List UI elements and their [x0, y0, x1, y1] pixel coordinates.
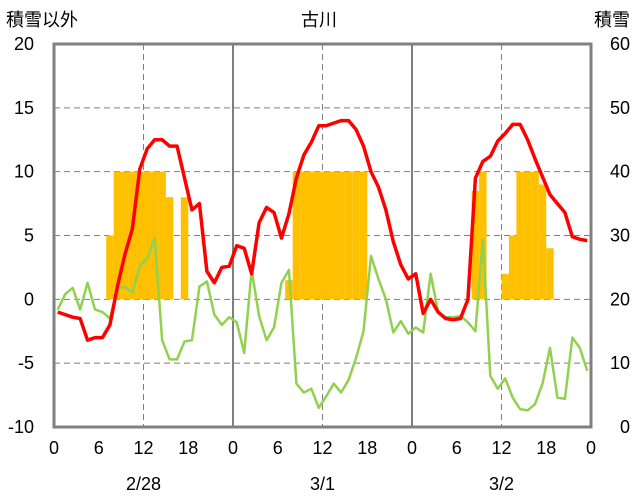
x-tick-label: 18 — [178, 438, 198, 458]
snow-depth-bar — [300, 171, 308, 300]
snow-depth-bar — [352, 171, 360, 300]
x-tick-label: 18 — [536, 438, 556, 458]
snow-depth-bar — [158, 171, 166, 300]
x-tick-label: 12 — [312, 438, 332, 458]
x-tick-label: 0 — [49, 438, 59, 458]
snow-depth-bar — [322, 171, 330, 300]
green-series-line — [56, 236, 589, 412]
snow-depth-bar — [285, 280, 293, 300]
snow-depth-bar — [516, 171, 524, 300]
snow-depth-bar — [359, 171, 368, 300]
y-right-tick-label: 60 — [610, 34, 630, 54]
snow-depth-bar — [180, 197, 189, 300]
y-right-tick-label: 20 — [610, 289, 630, 309]
snow-depth-bar — [501, 273, 509, 300]
y-right-tick-label: 10 — [610, 353, 630, 373]
snow-depth-bar — [531, 171, 539, 300]
y-left-tick-label: 0 — [24, 289, 34, 309]
plot-frame — [52, 42, 593, 429]
snow-depth-bar — [136, 171, 144, 300]
y-left-tick-label: 15 — [14, 98, 34, 118]
snow-depth-bar — [143, 171, 151, 300]
x-tick-label: 0 — [407, 438, 417, 458]
y-left-tick-label: 20 — [14, 34, 34, 54]
x-tick-label: 0 — [228, 438, 238, 458]
x-tick-label: 6 — [94, 438, 104, 458]
x-tick-label: 12 — [491, 438, 511, 458]
snow-depth-bar — [479, 171, 487, 300]
y-left-label: 積雪以外 — [6, 10, 78, 31]
snow-depth-bar — [106, 235, 114, 300]
y-right-label: 積雪 — [594, 10, 630, 31]
x-tick-label: 6 — [452, 438, 462, 458]
snow-depth-bar — [307, 171, 316, 300]
snow-depth-bar — [344, 171, 353, 300]
snow-depth-bar — [329, 171, 338, 300]
snow-depth-bar — [150, 171, 159, 300]
day-label: 3/2 — [489, 474, 514, 494]
y-left-tick-label: -10 — [8, 417, 34, 437]
temperature-line — [57, 118, 588, 342]
snow-depth-bar — [523, 171, 532, 300]
x-tick-label: 6 — [273, 438, 283, 458]
day-label: 3/1 — [310, 474, 335, 494]
snow-depth-bar — [128, 171, 137, 300]
chart-title: 古川 — [301, 10, 337, 31]
snow-depth-bar — [315, 171, 323, 300]
y-right-tick-label: 50 — [610, 98, 630, 118]
y-right-tick-label: 0 — [620, 417, 630, 437]
x-tick-label: 18 — [357, 438, 377, 458]
x-tick-label: 0 — [586, 438, 596, 458]
x-tick-label: 12 — [133, 438, 153, 458]
snow-depth-bar — [165, 197, 174, 300]
snow-depth-bar — [546, 248, 554, 300]
snow-depth-bar — [292, 171, 301, 300]
snow-depth-bar — [508, 235, 517, 300]
y-right-tick-label: 30 — [610, 226, 630, 246]
snow-depth-bar — [113, 171, 122, 300]
day-label: 2/28 — [126, 474, 161, 494]
snow-depth-bar — [121, 171, 129, 300]
y-left-tick-label: -5 — [18, 353, 34, 373]
y-left-tick-label: 5 — [24, 226, 34, 246]
y-right-tick-label: 40 — [610, 162, 630, 182]
snow-depth-bar — [538, 184, 547, 300]
snow-depth-bar — [337, 171, 345, 300]
snow-depth-bar — [471, 190, 480, 300]
y-left-tick-label: 10 — [14, 162, 34, 182]
